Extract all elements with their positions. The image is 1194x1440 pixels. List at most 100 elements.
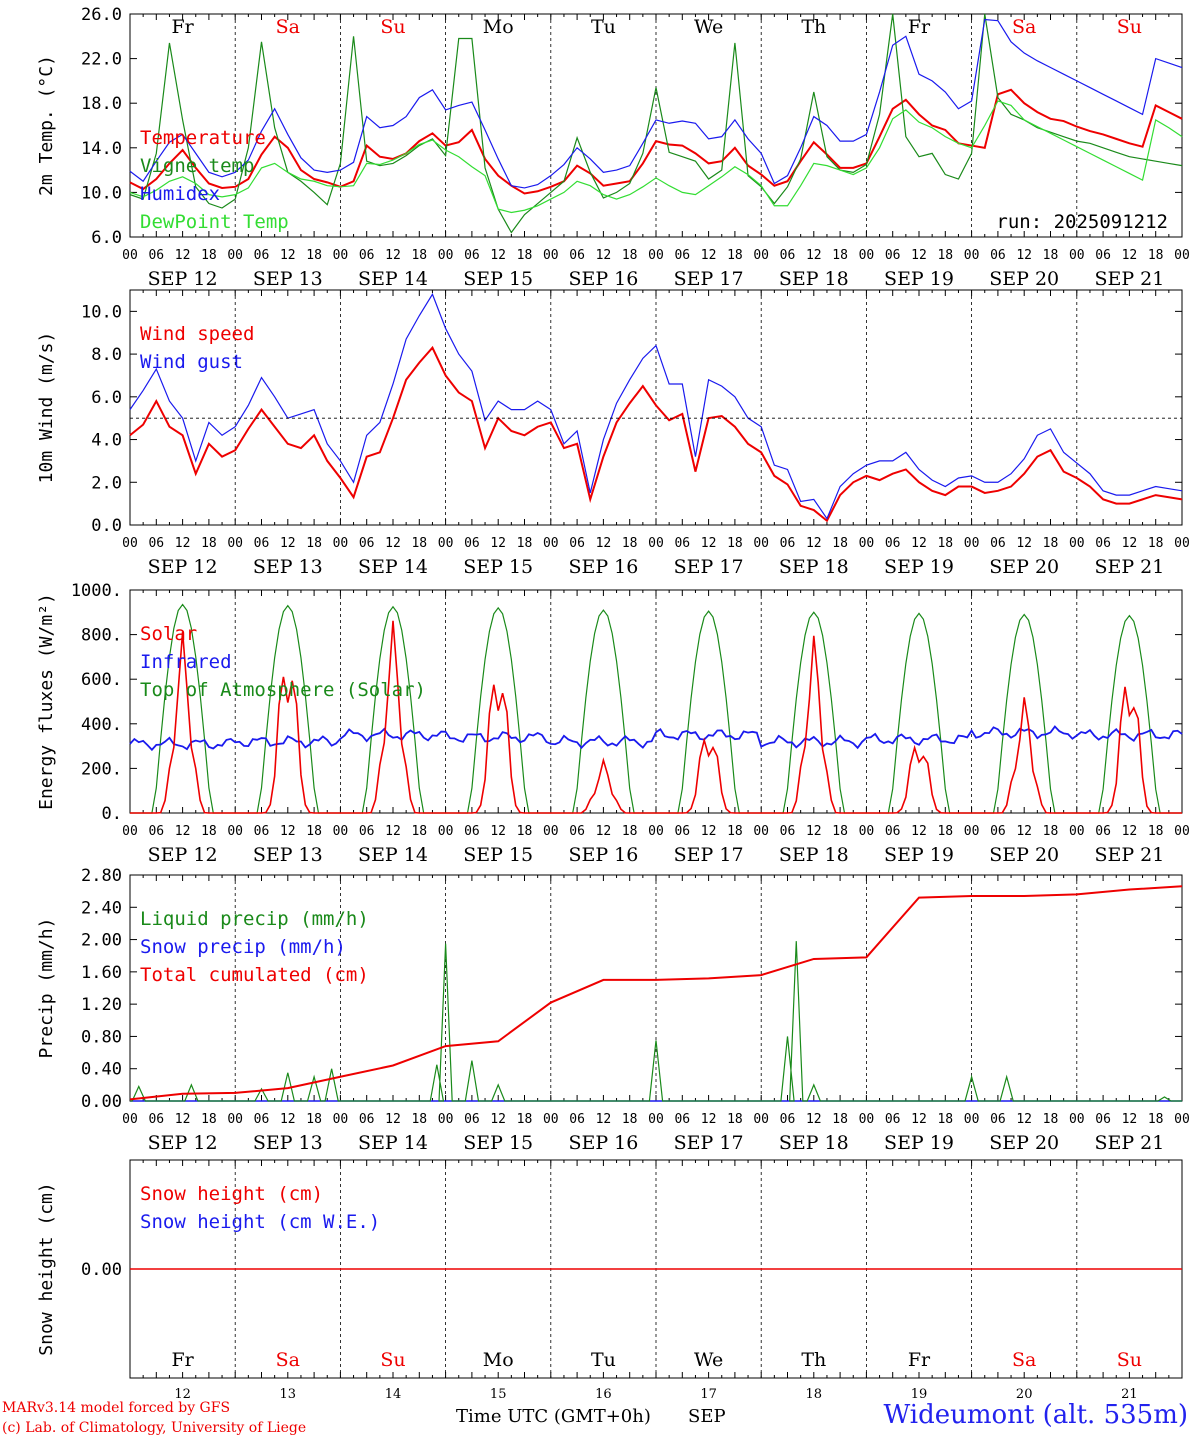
- hour-tick-label: 06: [1095, 248, 1111, 263]
- hour-tick-label: 18: [727, 536, 743, 551]
- y-tick-label: 10.0: [81, 183, 122, 203]
- hour-tick-label: 18: [1043, 536, 1059, 551]
- legend-entry: Wind gust: [140, 351, 243, 373]
- day-number: 21: [1121, 1387, 1138, 1402]
- hour-tick-label: 06: [1095, 824, 1111, 839]
- hour-tick-label: 18: [1043, 248, 1059, 263]
- panel-3: 0.00 0.40 0.80 1.20 1.60 2.00 2.40 2.80 Precip (…: [36, 866, 1190, 1154]
- series-solar: [130, 620, 1182, 814]
- hour-tick-label: 12: [596, 248, 612, 263]
- hour-tick-label: 06: [464, 536, 480, 551]
- hour-tick-label: 00: [333, 536, 349, 551]
- legend-entry: Infrared: [140, 651, 232, 673]
- day-abbr-top: Sa: [1012, 16, 1036, 38]
- hour-tick-label: 06: [148, 248, 164, 263]
- panel-1: 0.0 2.0 4.0 6.0 8.0 10.0 10m Wind (m/s) 00 06 12 1…: [36, 289, 1190, 578]
- date-label: SEP 12: [148, 268, 218, 290]
- y-tick-label: 2.00: [81, 931, 122, 951]
- date-label: SEP 14: [358, 556, 428, 578]
- date-label: SEP 18: [779, 1132, 849, 1154]
- y-tick-label: 0.40: [81, 1060, 122, 1080]
- y-tick-label: 6.0: [91, 388, 122, 408]
- panel-0: 6.0 10.0 14.0 18.0 22.0 26.0 2m Temp. (°C) 00 06…: [36, 5, 1190, 290]
- day-abbr-top: Th: [801, 16, 826, 38]
- y-tick-label: 2.0: [91, 473, 122, 493]
- hour-tick-label: 00: [648, 536, 664, 551]
- day-abbr-top: Fr: [171, 16, 194, 38]
- hour-tick-label: 00: [753, 824, 769, 839]
- hour-tick-label: 12: [1016, 1112, 1032, 1127]
- day-number: 13: [280, 1387, 297, 1402]
- hour-tick-label: 12: [1122, 1112, 1138, 1127]
- hour-tick-label: 12: [280, 1112, 296, 1127]
- date-label: SEP 20: [989, 1132, 1059, 1154]
- hour-tick-label: 06: [148, 824, 164, 839]
- series-infrared: [129, 725, 1183, 752]
- legend-entry: Solar: [140, 623, 197, 645]
- hour-tick-label: 00: [648, 824, 664, 839]
- hour-tick-label: 18: [1043, 824, 1059, 839]
- hour-tick-label: 06: [885, 248, 901, 263]
- hour-tick-label: 06: [990, 824, 1006, 839]
- hour-tick-label: 12: [175, 536, 191, 551]
- date-label: SEP 12: [148, 1132, 218, 1154]
- hour-tick-label: 18: [517, 824, 533, 839]
- hour-tick-label: 18: [937, 824, 953, 839]
- hour-tick-label: 12: [701, 824, 717, 839]
- y-tick-label: 1000.: [71, 581, 122, 601]
- hour-tick-label: 06: [990, 1112, 1006, 1127]
- run-label: run: 2025091212: [996, 211, 1168, 233]
- hour-tick-label: 06: [990, 536, 1006, 551]
- hour-tick-label: 18: [1148, 536, 1164, 551]
- day-abbr-bottom: Th: [801, 1349, 826, 1371]
- day-number: 18: [806, 1387, 823, 1402]
- hour-tick-label: 00: [1069, 1112, 1085, 1127]
- date-label: SEP 13: [253, 556, 323, 578]
- series-liquid-precip: [130, 941, 1182, 1102]
- y-tick-label: 800.: [81, 626, 122, 646]
- date-label: SEP 16: [568, 844, 638, 866]
- hour-tick-label: 06: [885, 536, 901, 551]
- y-tick-label: 26.0: [81, 5, 122, 25]
- legend-entry: Top of Atmosphere (Solar): [140, 679, 426, 701]
- date-label: SEP 15: [463, 556, 533, 578]
- day-abbr-top: We: [694, 16, 723, 38]
- series-total-cumulated: [129, 885, 1183, 1101]
- hour-tick-label: 00: [438, 1112, 454, 1127]
- date-label: SEP 20: [989, 844, 1059, 866]
- y-tick-label: 200.: [81, 759, 122, 779]
- hour-tick-label: 18: [517, 248, 533, 263]
- hour-tick-label: 12: [806, 824, 822, 839]
- legend-entry: Vigne temp: [140, 155, 254, 177]
- date-label: SEP 13: [253, 844, 323, 866]
- hour-tick-label: 18: [622, 824, 638, 839]
- hour-tick-label: 06: [254, 248, 270, 263]
- footer-month: SEP: [688, 1406, 726, 1427]
- hour-tick-label: 00: [964, 536, 980, 551]
- hour-tick-label: 18: [201, 248, 217, 263]
- hour-tick-label: 12: [385, 824, 401, 839]
- day-number: 17: [700, 1387, 717, 1402]
- y-tick-label: 0.0: [91, 516, 122, 536]
- day-number: 14: [385, 1387, 402, 1402]
- date-label: SEP 17: [674, 1132, 744, 1154]
- hour-tick-label: 18: [201, 536, 217, 551]
- series-temperature: [129, 88, 1183, 195]
- hour-tick-label: 12: [1016, 248, 1032, 263]
- hour-tick-label: 18: [1148, 1112, 1164, 1127]
- hour-tick-label: 00: [859, 1112, 875, 1127]
- hour-tick-label: 18: [937, 248, 953, 263]
- date-label: SEP 17: [674, 844, 744, 866]
- hour-tick-label: 00: [333, 1112, 349, 1127]
- hour-tick-label: 12: [490, 824, 506, 839]
- legend-entry: DewPoint Temp: [140, 211, 289, 233]
- hour-tick-label: 18: [1148, 248, 1164, 263]
- hour-tick-label: 00: [1174, 536, 1190, 551]
- y-tick-label: 2.80: [81, 866, 122, 886]
- hour-tick-label: 18: [727, 1112, 743, 1127]
- legend-entry: Snow height (cm W.E.): [140, 1211, 380, 1233]
- date-label: SEP 19: [884, 268, 954, 290]
- date-label: SEP 18: [779, 556, 849, 578]
- hour-tick-label: 00: [1069, 248, 1085, 263]
- hour-tick-label: 18: [832, 536, 848, 551]
